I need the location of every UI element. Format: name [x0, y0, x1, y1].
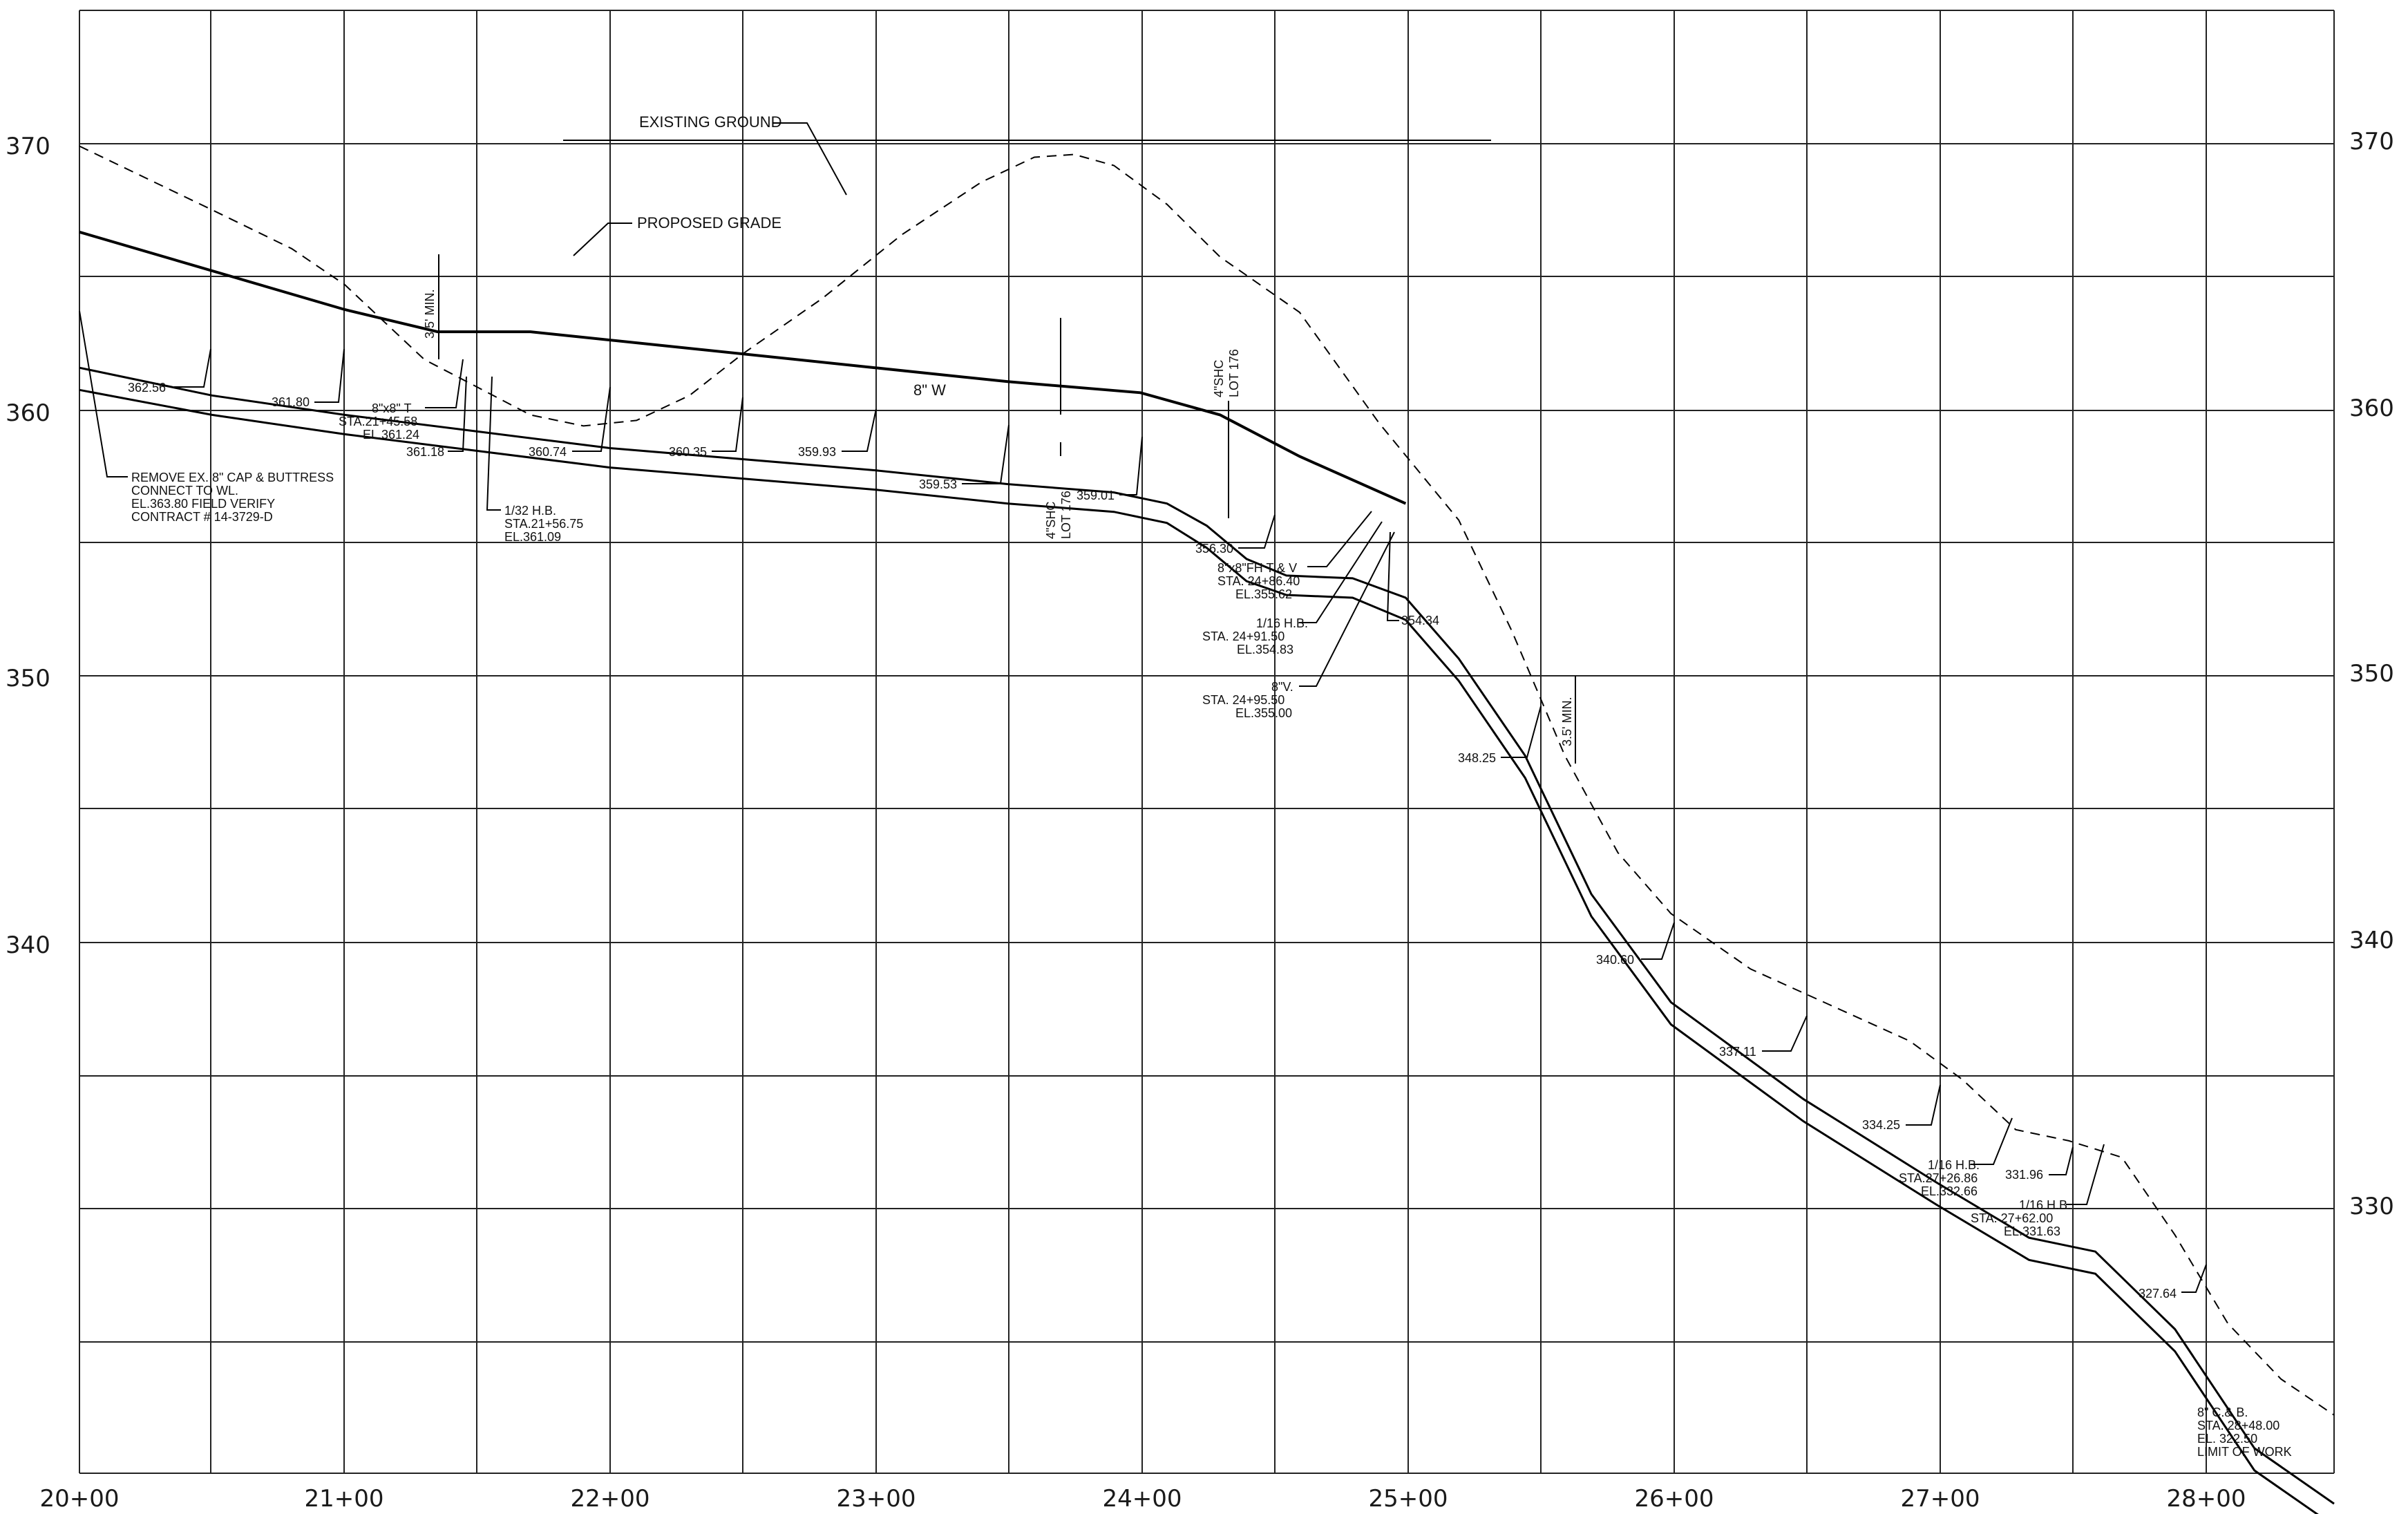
y-tick-label-right: 360 [2349, 395, 2394, 422]
note-valve: 8"V. STA. 24+95.50 EL.355.00 [1202, 531, 1395, 720]
elevation-label: 327.64 [2139, 1287, 2177, 1300]
note-line: 1/16 H.B. [1928, 1158, 1980, 1172]
note-bend-132: 1/32 H.B. STA.21+56.75 EL.361.09 [486, 376, 583, 544]
min-cover-label: 3.5' MIN. [1560, 697, 1574, 746]
elevation-label: 359.53 [919, 477, 957, 491]
min-cover-dimension: 3.5' MIN. [1560, 676, 1576, 764]
elevation-label: 337.11 [1719, 1045, 1756, 1059]
y-tick-label-left: 350 [6, 665, 50, 692]
existing-ground-callout: EXISTING GROUND [563, 113, 1491, 196]
note-hydrant-tee: 8"x8"FH T & V STA. 24+86.40 EL.355.62 [1217, 511, 1372, 601]
note-line: LIMIT OF WORK [2197, 1445, 2292, 1459]
x-tick-label: 24+00 [1102, 1485, 1182, 1513]
y-tick-label-right: 330 [2349, 1193, 2394, 1220]
existing-ground-label: EXISTING GROUND [639, 113, 782, 131]
note-remove-cap: REMOVE EX. 8" CAP & BUTTRESS CONNECT TO … [79, 310, 334, 524]
note-line: STA. 24+95.50 [1202, 693, 1284, 707]
grid [79, 10, 2335, 1474]
note-line: STA. 28+48.00 [2197, 1419, 2279, 1432]
note-line: 8" C.& B. [2197, 1406, 2248, 1419]
note-line: EL.354.83 [1237, 643, 1293, 656]
elevation-label: 334.25 [1862, 1118, 1900, 1132]
elevation-label: 362.56 [128, 381, 166, 395]
note-line: 1/16 H.B. [2019, 1198, 2071, 1212]
x-tick-label: 22+00 [570, 1485, 650, 1513]
y-tick-label-left: 340 [6, 931, 50, 959]
service-size-label: 4"SHC [1212, 360, 1226, 397]
note-line: EL. 322.50 [2197, 1432, 2257, 1446]
elevation-label: 359.01 [1077, 489, 1115, 502]
note-line: STA. 27+62.00 [1971, 1211, 2053, 1225]
min-cover-label: 3.5' MIN. [423, 290, 437, 339]
y-tick-label-right: 340 [2349, 927, 2394, 954]
note-line: STA.21+45.58 [339, 415, 417, 428]
service-lot-label: LOT 176 [1227, 349, 1241, 397]
service-connection: 4"SHC LOT 176 [1044, 318, 1073, 539]
note-bend-116-c: 1/16 H.B. STA. 27+62.00 EL.331.63 [1971, 1144, 2105, 1238]
note-line: 8"x8" T [372, 401, 411, 415]
x-tick-label: 21+00 [304, 1485, 383, 1513]
left-axis-labels: 370 360 350 340 [6, 133, 50, 959]
elevation-label: 356.30 [1195, 542, 1233, 556]
existing-ground-line [79, 145, 2335, 1416]
service-connection: 4"SHC LOT 176 [1212, 349, 1241, 518]
elevation-label: 331.96 [2005, 1168, 2043, 1182]
note-bend-116-b: 1/16 H.B. STA.27+26.86 EL.332.66 [1899, 1117, 2013, 1198]
elevation-label: 348.25 [1458, 751, 1496, 765]
note-line: STA. 24+91.50 [1202, 630, 1284, 643]
note-line: EL.363.80 FIELD VERIFY [131, 497, 275, 511]
note-bend-116-a: 1/16 H.B. STA. 24+91.50 EL.354.83 [1202, 521, 1383, 656]
pipe-top-line [79, 366, 2335, 1505]
note-line: 8"x8"FH T & V [1217, 561, 1297, 575]
service-size-label: 4"SHC [1044, 502, 1058, 539]
pipe-size-label: 8" W [913, 381, 946, 399]
x-tick-label: 25+00 [1368, 1485, 1448, 1513]
y-tick-label-right: 370 [2349, 128, 2394, 155]
note-line: EL.361.24 [363, 428, 419, 442]
note-line: EL.361.09 [504, 530, 561, 544]
elevation-label: 360.35 [669, 445, 707, 459]
note-line: EL.355.62 [1235, 587, 1292, 601]
station-axis-labels: 20+00 21+00 22+00 23+00 24+00 25+00 26+0… [39, 1485, 2246, 1513]
elevation-callouts: 362.56 361.80 361.18 360.74 360.35 359.9… [128, 348, 2207, 1300]
note-line: 1/16 H.B. [1256, 616, 1308, 630]
y-tick-label-left: 370 [6, 133, 50, 160]
note-line: 8"V. [1271, 680, 1293, 694]
x-tick-label: 20+00 [39, 1485, 119, 1513]
service-lot-label: LOT 176 [1059, 491, 1073, 539]
note-line: EL.331.63 [2004, 1224, 2060, 1238]
note-line: STA.27+26.86 [1899, 1171, 1978, 1185]
y-tick-label-right: 350 [2349, 660, 2394, 688]
proposed-grade-line [79, 230, 1407, 505]
y-tick-label-left: 360 [6, 399, 50, 427]
proposed-grade-label: PROPOSED GRADE [637, 214, 781, 231]
elevation-label: 361.18 [406, 445, 444, 459]
elevation-label: 340.60 [1596, 953, 1634, 967]
x-tick-label: 28+00 [2166, 1485, 2246, 1513]
note-line: 1/32 H.B. [504, 504, 556, 518]
x-tick-label: 23+00 [836, 1485, 916, 1513]
elevation-label: 354.34 [1401, 614, 1439, 627]
note-tee: 8"x8" T STA.21+45.58 EL.361.24 [339, 359, 464, 442]
elevation-label: 360.74 [529, 445, 567, 459]
note-line: EL.332.66 [1921, 1184, 1978, 1198]
note-line: CONTRACT # 14-3729-D [131, 510, 273, 524]
note-limit-of-work: 8" C.& B. STA. 28+48.00 EL. 322.50 LIMIT… [2197, 1406, 2292, 1459]
note-line: EL.355.00 [1235, 706, 1292, 720]
note-line: STA.21+56.75 [504, 517, 583, 531]
elevation-label: 359.93 [798, 445, 836, 459]
pipe-bottom-line [79, 388, 2319, 1514]
x-tick-label: 26+00 [1634, 1485, 1714, 1513]
min-cover-dimension: 3.5' MIN. [423, 254, 439, 359]
right-axis-labels: 370 360 350 340 330 [2349, 128, 2394, 1220]
note-line: REMOVE EX. 8" CAP & BUTTRESS [131, 471, 334, 484]
x-tick-label: 27+00 [1900, 1485, 1980, 1513]
proposed-grade-callout: PROPOSED GRADE [573, 214, 781, 256]
elevation-label: 361.80 [272, 395, 310, 409]
note-line: STA. 24+86.40 [1217, 574, 1300, 588]
note-line: CONNECT TO WL. [131, 484, 238, 498]
